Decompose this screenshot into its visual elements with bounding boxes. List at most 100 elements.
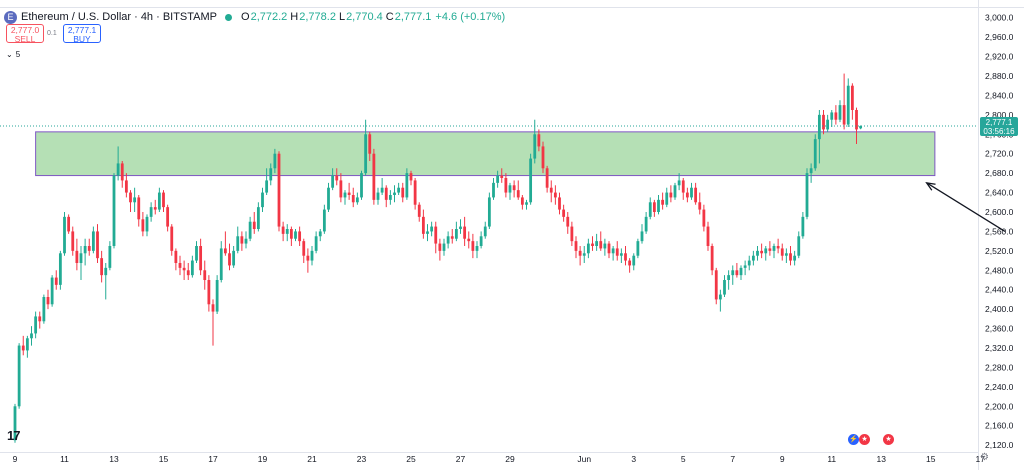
candle-body (166, 207, 170, 227)
candle-body (141, 219, 145, 232)
candle-body (652, 202, 656, 212)
candle-body (475, 246, 479, 251)
candle-body (644, 216, 648, 232)
candle-body (508, 185, 512, 193)
candle-body (434, 226, 438, 244)
candle-body (516, 190, 520, 198)
candle-body (450, 236, 454, 239)
candle-body (17, 345, 21, 407)
candle-body (417, 204, 421, 217)
candle-body (25, 338, 29, 351)
y-tick-label: 2,240.0 (985, 382, 1014, 392)
candle-body (615, 248, 619, 256)
candle-body (63, 216, 66, 254)
bar-countdown: 03:56:16 (983, 126, 1015, 136)
candle-body (500, 175, 504, 178)
candle-body (289, 229, 293, 239)
candle-body (533, 134, 537, 159)
candle-body (731, 270, 735, 276)
candle-body (776, 246, 780, 249)
chevron-down-icon: ⌄ (6, 49, 13, 59)
dividend-event-icon[interactable]: ⚡ (848, 434, 859, 445)
candle-body (75, 250, 79, 263)
buy-button[interactable]: 2,777.1 BUY (63, 24, 101, 44)
y-tick-label: 2,120.0 (985, 440, 1014, 450)
candle-body (685, 192, 689, 198)
gear-icon[interactable]: ⚙ (980, 452, 989, 463)
candle-body (657, 199, 660, 212)
candle-body (512, 185, 516, 191)
x-tick-label: 25 (406, 454, 416, 464)
candle-body (826, 119, 830, 130)
candle-body (624, 253, 627, 261)
candle-body (112, 175, 116, 246)
candle-body (850, 85, 854, 110)
y-tick-label: 2,560.0 (985, 226, 1014, 236)
ethereum-icon: E (4, 10, 17, 24)
sell-button[interactable]: 2,777.0 SELL (6, 24, 44, 44)
us-flag-event-icon[interactable]: ★ (859, 434, 870, 445)
tradingview-logo[interactable]: 17 (7, 428, 21, 443)
candle-body (599, 241, 603, 249)
candle-body (207, 280, 211, 305)
candle-body (838, 105, 842, 120)
candle-body (100, 258, 104, 276)
x-tick-label: Jun (577, 454, 591, 464)
annotation-arrow-head (925, 181, 936, 191)
candle-body (339, 180, 343, 198)
symbol-title[interactable]: Ethereum / U.S. Dollar · 4h · BITSTAMP (21, 11, 218, 23)
candle-body (355, 197, 359, 203)
candle-body (855, 110, 858, 130)
candle-body (384, 187, 388, 200)
candle-body (813, 139, 817, 169)
candle-body (376, 192, 380, 200)
candle-body (566, 216, 570, 227)
candle-body (690, 187, 693, 198)
candle-body (124, 180, 128, 193)
y-tick-label: 2,400.0 (985, 304, 1014, 314)
candle-body (454, 229, 458, 239)
x-tick-label: 15 (159, 454, 169, 464)
candle-body (232, 250, 236, 266)
candle-body (157, 192, 161, 210)
candle-body (619, 253, 623, 256)
x-tick-label: 9 (780, 454, 785, 464)
candle-body (669, 192, 673, 198)
candle-body (133, 197, 137, 203)
candle-body (252, 221, 256, 229)
candle-body (487, 197, 491, 227)
y-tick-label: 2,840.0 (985, 90, 1014, 100)
candle-body (211, 304, 215, 312)
candle-body (801, 216, 805, 237)
y-tick-label: 2,720.0 (985, 149, 1014, 159)
candle-body (104, 267, 108, 276)
candle-body (277, 153, 281, 227)
candle-body (492, 182, 495, 198)
x-tick-label: 17 (976, 454, 986, 464)
candle-body (91, 231, 95, 251)
candle-body (772, 246, 776, 251)
candle-body (504, 178, 508, 193)
candle-body (38, 316, 42, 322)
candle-body (199, 246, 203, 271)
candle-body (421, 216, 425, 234)
candle-body (496, 175, 500, 183)
candle-body (178, 263, 182, 268)
candle-body (760, 250, 764, 254)
candle-body (681, 180, 685, 193)
candle-body (438, 243, 442, 251)
us-flag-event-icon[interactable]: ★ (883, 434, 894, 445)
y-tick-label: 2,360.0 (985, 324, 1014, 334)
y-tick-label: 2,160.0 (985, 421, 1014, 431)
candle-body (739, 267, 743, 276)
candle-body (545, 168, 549, 188)
indicator-toggle[interactable]: ⌄ 5 (6, 48, 20, 60)
candle-body (306, 255, 310, 261)
market-open-icon (225, 13, 233, 21)
candle-body (50, 277, 54, 305)
y-tick-label: 2,520.0 (985, 246, 1014, 256)
candle-body (743, 265, 747, 268)
candle-body (661, 199, 665, 205)
candle-body (343, 192, 347, 198)
